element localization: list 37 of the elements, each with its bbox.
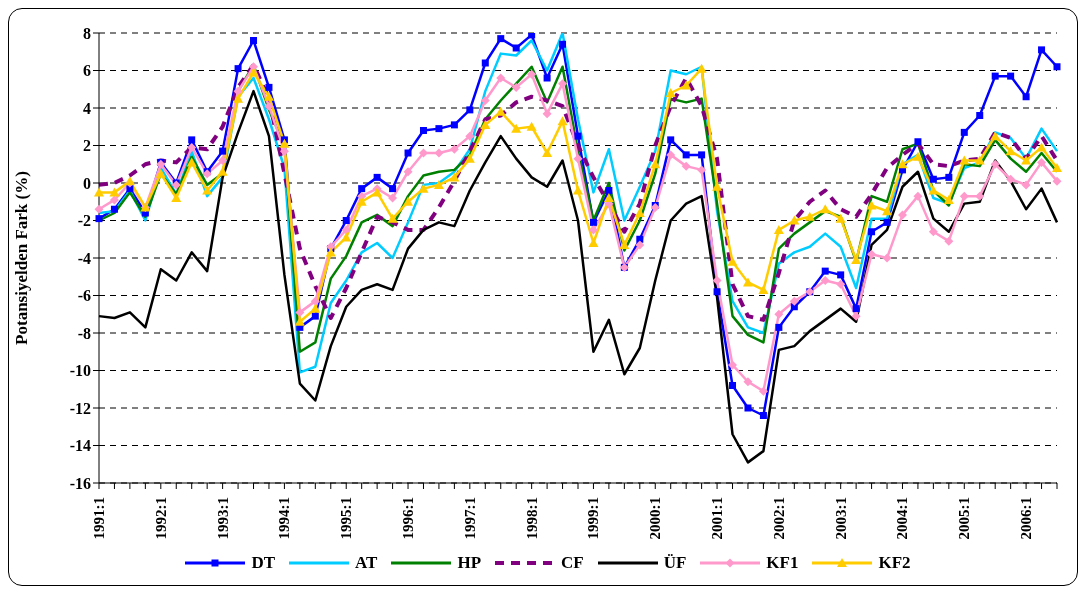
legend-label: HP <box>457 553 482 573</box>
legend-label: KF2 <box>878 553 911 573</box>
legend-label: AT <box>355 553 378 573</box>
y-tick-label: -10 <box>69 362 91 380</box>
x-tick-label: 1994:1 <box>276 497 293 540</box>
x-tick-label: 1998:1 <box>523 497 540 540</box>
y-tick-label: 2 <box>83 137 91 155</box>
y-tick-label: 6 <box>83 62 91 80</box>
y-axis-title: Potansiyelden Fark (%) <box>12 171 32 345</box>
x-tick-label: 2005:1 <box>956 497 973 540</box>
legend-label: KF1 <box>766 553 799 573</box>
y-tick-label: -4 <box>77 249 91 267</box>
x-tick-label: 1992:1 <box>152 497 169 540</box>
x-tick-label: 1999:1 <box>585 497 602 540</box>
y-tick-label: 4 <box>83 99 91 117</box>
y-tick-label: 8 <box>83 24 91 42</box>
x-tick-label: 2006:1 <box>1018 497 1035 540</box>
y-tick-label: -12 <box>69 399 91 417</box>
x-tick-label: 2004:1 <box>894 497 911 540</box>
y-tick-label: -8 <box>77 324 91 342</box>
legend-label: DT <box>251 553 276 573</box>
y-tick-label: -14 <box>69 437 91 455</box>
x-tick-label: 1997:1 <box>461 497 478 540</box>
legend-label: CF <box>561 553 584 573</box>
legend-label: ÜF <box>663 553 687 573</box>
x-tick-label: 2003:1 <box>832 497 849 540</box>
x-tick-label: 2002:1 <box>770 497 787 540</box>
x-tick-label: 1996:1 <box>400 497 417 540</box>
x-tick-label: 2001:1 <box>709 497 726 540</box>
x-tick-label: 1991:1 <box>91 497 107 540</box>
y-tick-label: 0 <box>83 174 91 192</box>
y-tick-label: -2 <box>77 212 91 230</box>
y-tick-label: -16 <box>69 474 91 492</box>
y-tick-label: -6 <box>77 287 91 305</box>
x-tick-label: 1993:1 <box>214 497 231 540</box>
x-tick-label: 2000:1 <box>647 497 664 540</box>
x-tick-label: 1995:1 <box>338 497 355 540</box>
